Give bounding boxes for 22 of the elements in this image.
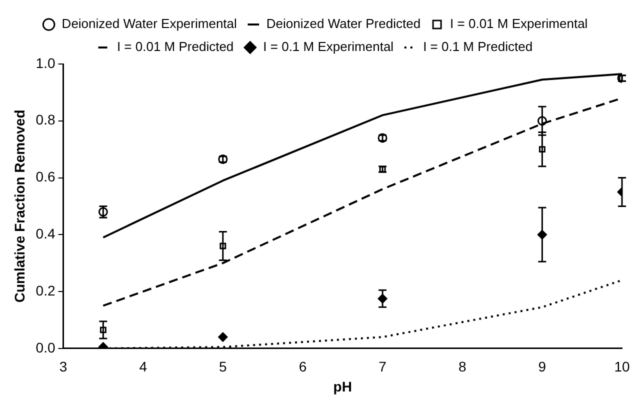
x-tick-label: 4: [139, 358, 148, 375]
legend-label: I = 0.01 M Experimental: [450, 16, 588, 32]
x-axis-title: pH: [333, 378, 352, 394]
legend-label: Deionized Water Predicted: [266, 16, 421, 32]
y-tick-label: 0.8: [36, 112, 56, 128]
legend-label: I = 0.1 M Experimental: [263, 39, 394, 54]
x-tick-label: 7: [378, 358, 387, 375]
x-tick-label: 8: [458, 358, 466, 375]
x-tick-label: 3: [59, 358, 68, 375]
x-tick-label: 5: [219, 358, 228, 375]
legend-label: Deionized Water Experimental: [62, 16, 238, 32]
y-tick-label: 0.2: [36, 282, 56, 298]
x-tick-label: 6: [298, 358, 307, 375]
x-tick-label: 9: [538, 358, 546, 375]
y-axis-title: Cumlative Fraction Removed: [11, 110, 28, 303]
y-tick-label: 0.6: [36, 168, 56, 185]
y-tick-label: 0.4: [36, 226, 56, 242]
legend-label: I = 0.01 M Predicted: [116, 39, 234, 54]
legend-label: I = 0.1 M Predicted: [423, 39, 533, 54]
x-tick-label: 10: [614, 358, 630, 375]
y-tick-label: 1.0: [36, 54, 56, 71]
y-tick-label: 0.0: [36, 339, 56, 356]
